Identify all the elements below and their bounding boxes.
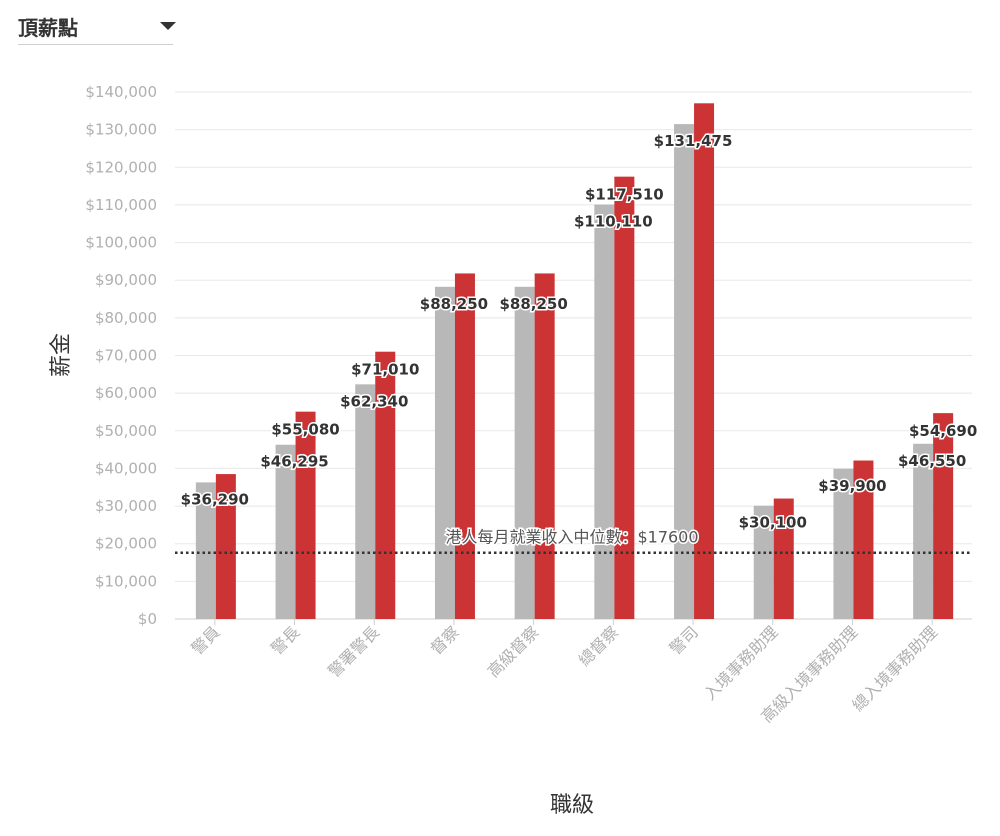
bar-gray <box>833 468 854 619</box>
data-label-gray: $36,290 <box>181 490 249 508</box>
x-tick-label: 高級督察 <box>484 622 543 681</box>
x-tick-label: 總督察 <box>575 622 622 669</box>
y-tick-label: $130,000 <box>85 121 157 139</box>
data-label-gray: $131,475 <box>654 132 733 150</box>
bar-gray <box>594 204 615 619</box>
y-tick-label: $100,000 <box>85 234 157 252</box>
bar-red <box>773 498 794 619</box>
data-label-red: $117,510 <box>585 186 664 204</box>
y-axis-ticks: $0 $10,000 $20,000 $30,000 $40,000 $50,000 $60… <box>85 83 157 628</box>
bar-red <box>454 273 475 619</box>
bar-gray <box>674 124 695 619</box>
data-label-gray: $46,550 <box>898 452 966 470</box>
data-label-gray: $88,250 <box>420 295 488 313</box>
bar-gray <box>913 443 934 619</box>
bar-red <box>534 273 555 619</box>
bar-red <box>933 413 954 619</box>
x-tick-label: 警員 <box>188 622 224 658</box>
bar-gray <box>514 286 535 619</box>
data-label-gray: $110,110 <box>574 213 653 231</box>
y-tick-label: $140,000 <box>85 83 157 101</box>
y-tick-label: $90,000 <box>95 271 157 289</box>
data-label-gray: $39,900 <box>818 477 886 495</box>
y-tick-label: $30,000 <box>95 497 157 515</box>
y-tick-label: $0 <box>138 610 157 628</box>
bar-red <box>853 460 874 619</box>
x-tick-label: 警長 <box>267 622 303 658</box>
x-tick-label: 警署警長 <box>324 622 383 681</box>
y-tick-label: $120,000 <box>85 158 157 176</box>
data-labels: $36,290 $46,295 $55,080$62,340 $71,010 $88,2… <box>179 131 979 534</box>
bar-gray <box>355 384 376 619</box>
bar-gray <box>275 444 296 619</box>
dropdown-selected-label: 頂薪點 <box>18 16 78 40</box>
bar-gray <box>434 286 455 619</box>
grid-lines <box>175 91 972 620</box>
data-label-red: $71,010 <box>351 361 419 379</box>
y-tick-label: $60,000 <box>95 384 157 402</box>
data-label-gray: $88,250 <box>499 295 567 313</box>
bar-gray <box>195 482 216 619</box>
y-tick-label: $40,000 <box>95 459 157 477</box>
data-label-red: $54,690 <box>909 422 977 440</box>
reference-line-group: 港人每月就業收入中位數：$17600 <box>175 526 972 554</box>
bar-red <box>295 411 316 619</box>
x-tick-label: 警司 <box>666 622 702 658</box>
x-tick-label: 入境事務助理 <box>700 622 781 703</box>
y-tick-label: $80,000 <box>95 309 157 327</box>
bar-red <box>215 474 236 619</box>
y-tick-label: $110,000 <box>85 196 157 214</box>
salary-point-dropdown[interactable]: 頂薪點 <box>18 6 176 45</box>
y-axis-title: 薪金 <box>49 333 74 377</box>
x-tick-label: 督察 <box>427 622 463 658</box>
bar-gray <box>753 505 774 619</box>
y-tick-label: $70,000 <box>95 347 157 365</box>
bars <box>195 103 954 620</box>
y-tick-label: $50,000 <box>95 422 157 440</box>
data-label-gray: $46,295 <box>260 453 328 471</box>
data-label-gray: $30,100 <box>739 514 807 532</box>
bar-red <box>614 176 635 619</box>
chevron-down-icon <box>160 22 176 30</box>
median-income-label: 港人每月就業收入中位數：$17600 <box>445 528 698 547</box>
data-label-gray: $62,340 <box>340 392 408 410</box>
data-label-red: $55,080 <box>271 421 339 439</box>
bar-red <box>694 103 715 620</box>
x-tick-label: 總入境事務助理 <box>848 622 941 715</box>
y-tick-label: $10,000 <box>95 572 157 590</box>
x-axis-title: 職級 <box>550 793 594 818</box>
y-tick-label: $20,000 <box>95 535 157 553</box>
